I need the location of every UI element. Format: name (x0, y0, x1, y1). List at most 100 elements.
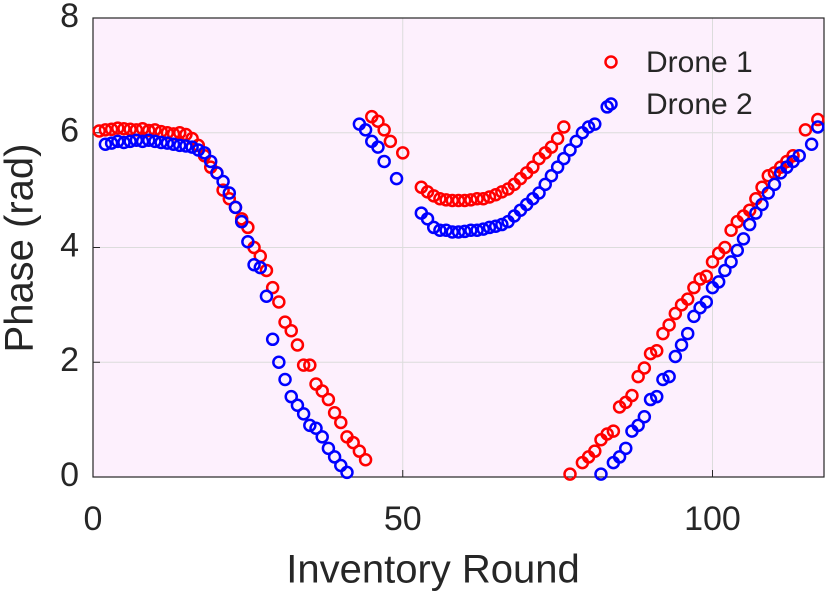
point (340, 465, 354, 480)
point (216, 174, 230, 189)
point (433, 223, 447, 238)
point (383, 134, 398, 149)
point (439, 193, 453, 207)
point (557, 120, 571, 134)
point (550, 160, 565, 174)
legend-marker (604, 55, 618, 69)
point (804, 137, 819, 151)
point (284, 323, 298, 338)
point (631, 369, 645, 384)
point (563, 467, 577, 481)
point (637, 410, 652, 424)
point (588, 117, 602, 131)
point (656, 326, 670, 341)
point (767, 177, 782, 192)
point (284, 389, 298, 404)
point (705, 255, 720, 269)
point (594, 467, 608, 481)
point (135, 121, 150, 136)
point (197, 146, 212, 160)
x-tick-label: 50 (384, 500, 422, 538)
point (117, 121, 131, 136)
point (451, 225, 466, 239)
point (718, 240, 732, 255)
point (111, 134, 125, 149)
point (117, 135, 131, 150)
point (563, 143, 577, 157)
y-tick-label: 0 (60, 456, 79, 494)
point (680, 326, 695, 341)
point (445, 225, 460, 239)
point (234, 214, 249, 229)
point (526, 160, 540, 174)
point (420, 212, 435, 226)
point (711, 275, 726, 289)
point (203, 154, 218, 169)
point (371, 140, 385, 154)
point (346, 435, 360, 450)
point (736, 232, 751, 246)
point (290, 338, 305, 352)
point (730, 243, 745, 258)
legend-marker (604, 97, 618, 111)
point (148, 134, 162, 149)
point (538, 177, 552, 192)
y-tick-label: 8 (60, 0, 79, 35)
point (210, 166, 224, 180)
point (334, 415, 348, 430)
point (433, 191, 447, 206)
point (662, 318, 676, 332)
point (241, 235, 255, 249)
point (315, 430, 329, 444)
point (588, 444, 602, 458)
point (265, 280, 280, 295)
point (321, 441, 336, 456)
point (550, 131, 565, 146)
point (439, 223, 453, 238)
point (123, 134, 137, 149)
point (377, 154, 391, 169)
point (303, 358, 317, 372)
point (296, 358, 311, 372)
point (154, 135, 168, 150)
point (222, 186, 237, 200)
point (259, 289, 274, 304)
point (699, 295, 714, 309)
point (265, 332, 280, 347)
point (476, 222, 491, 236)
point (488, 219, 503, 234)
point (315, 384, 329, 398)
point (668, 306, 683, 321)
x-axis-label: Inventory Round (286, 548, 580, 592)
point (377, 123, 391, 137)
point (160, 136, 175, 150)
point (792, 148, 806, 163)
point (811, 112, 825, 127)
point (811, 120, 825, 134)
point (544, 169, 559, 183)
y-tick-label: 2 (60, 341, 79, 379)
point (482, 190, 497, 204)
point (104, 122, 119, 137)
point (327, 405, 342, 420)
point (172, 126, 187, 140)
point (172, 138, 187, 153)
point (569, 134, 583, 149)
point (631, 418, 645, 433)
point (166, 137, 181, 151)
point (327, 450, 342, 464)
point (278, 372, 292, 387)
point (98, 137, 113, 151)
point (680, 292, 695, 306)
point (278, 315, 292, 329)
x-tick-label: 100 (684, 500, 741, 538)
point (389, 171, 404, 186)
point (612, 450, 627, 464)
axes-box (92, 17, 825, 478)
point (532, 186, 546, 200)
point (253, 260, 268, 275)
point (649, 344, 664, 358)
point (395, 146, 410, 160)
point (228, 200, 243, 215)
x-tick-label: 0 (84, 500, 103, 538)
